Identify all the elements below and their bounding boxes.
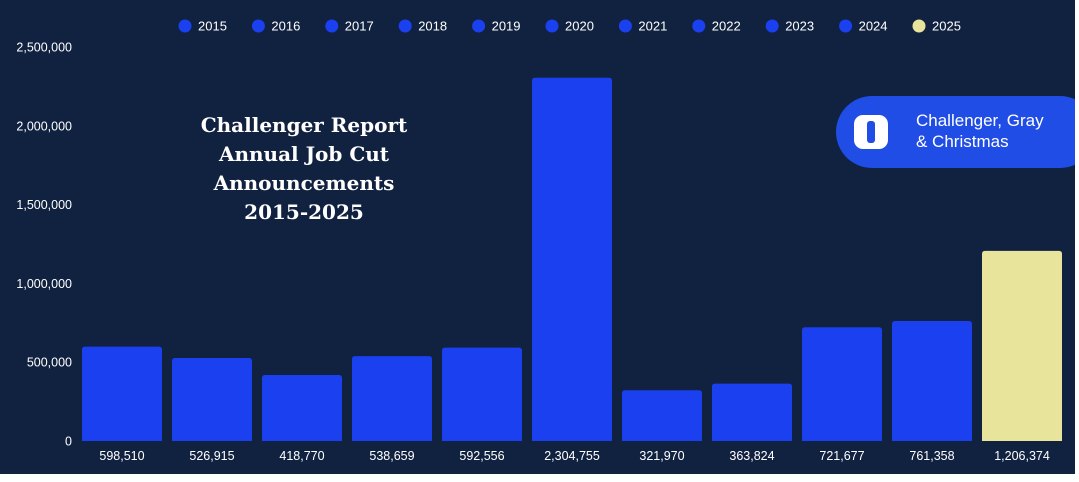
chart-title-line: Annual Job Cut (218, 142, 390, 166)
legend-swatch-2015 (178, 19, 192, 33)
chart-title: Challenger Report Annual Job Cut Announcem… (201, 113, 408, 224)
legend-label-2025: 2025 (932, 19, 961, 34)
legend-item-2017: 2017 (325, 19, 374, 34)
value-label-2016: 526,915 (189, 449, 234, 463)
legend-swatch-2020 (545, 19, 559, 33)
value-label-2022: 363,824 (729, 449, 774, 463)
legend-label-2020: 2020 (565, 19, 594, 34)
legend-item-2022: 2022 (692, 19, 741, 34)
legend-label-2015: 2015 (198, 19, 227, 34)
legend-swatch-2021 (618, 19, 632, 33)
value-label-2024: 761,358 (909, 449, 954, 463)
legend-item-2020: 2020 (545, 19, 594, 34)
legend-label-2019: 2019 (492, 19, 521, 34)
bar-2019 (442, 347, 522, 441)
value-label-2023: 721,677 (819, 449, 864, 463)
y-axis: 0 500,000 1,000,000 1,500,000 2,000,000 2,500… (16, 41, 72, 449)
bars (82, 77, 1062, 441)
legend-swatch-2022 (692, 19, 706, 33)
value-label-2025: 1,206,374 (994, 449, 1050, 463)
legend-item-2021: 2021 (618, 19, 667, 34)
logo-name-line1: Challenger, Gray (916, 111, 1044, 130)
value-label-2021: 321,970 (639, 449, 684, 463)
bar-2022 (712, 383, 792, 441)
value-labels: 598,510 526,915 418,770 538,659 592,556 2,304… (99, 449, 1049, 463)
value-label-2017: 418,770 (279, 449, 324, 463)
bar-2017 (262, 375, 342, 441)
chart-title-line: 2015-2025 (244, 200, 364, 224)
legend-item-2018: 2018 (398, 19, 447, 34)
legend-swatch-2017 (325, 19, 339, 33)
bar-2018 (352, 356, 432, 441)
legend-swatch-2023 (765, 19, 779, 33)
bar-chart: 2015 2016 2017 2018 2019 2020 2021 2022 2023 2024… (16, 19, 1062, 463)
legend-swatch-2024 (839, 19, 853, 33)
legend-swatch-2019 (472, 19, 486, 33)
legend-label-2023: 2023 (785, 19, 814, 34)
chart-title-line: Announcements (213, 171, 395, 195)
y-tick-label: 1,000,000 (16, 277, 72, 291)
bar-2024 (892, 321, 972, 441)
legend-item-2023: 2023 (765, 19, 814, 34)
bar-2020 (532, 77, 612, 441)
bar-2016 (172, 357, 252, 441)
value-label-2015: 598,510 (99, 449, 144, 463)
value-label-2018: 538,659 (369, 449, 414, 463)
legend-label-2021: 2021 (638, 19, 667, 34)
chart-frame: 2015 2016 2017 2018 2019 2020 2021 2022 2023 2024… (0, 0, 1075, 474)
logo-wordmark: Challenger, Gray & Christmas (916, 110, 1075, 152)
bar-2021 (622, 390, 702, 441)
legend-item-2019: 2019 (472, 19, 521, 34)
legend-label-2022: 2022 (712, 19, 741, 34)
legend-label-2016: 2016 (271, 19, 300, 34)
y-tick-label: 2,000,000 (16, 119, 72, 133)
logo-name-line2: & Christmas (916, 132, 1009, 151)
legend-label-2024: 2024 (859, 19, 888, 34)
y-tick-label: 500,000 (27, 356, 72, 370)
legend-item-2016: 2016 (251, 19, 300, 34)
challenger-logo-mark-icon (854, 115, 888, 149)
logo-badge: Challenger, Gray & Christmas (836, 96, 1075, 168)
y-tick-label: 1,500,000 (16, 198, 72, 212)
bar-2025 (982, 250, 1062, 441)
legend-label-2018: 2018 (418, 19, 447, 34)
legend-swatch-2016 (251, 19, 265, 33)
chart-legend: 2015 2016 2017 2018 2019 2020 2021 2022 2023 2024… (178, 19, 961, 34)
chart-title-line: Challenger Report (201, 113, 408, 137)
legend-swatch-2018 (398, 19, 412, 33)
legend-swatch-2025 (912, 19, 926, 33)
y-tick-label: 2,500,000 (16, 41, 72, 55)
y-tick-label: 0 (65, 435, 72, 449)
bar-2023 (802, 327, 882, 441)
legend-item-2025: 2025 (912, 19, 961, 34)
legend-item-2024: 2024 (839, 19, 888, 34)
value-label-2019: 592,556 (459, 449, 504, 463)
legend-item-2015: 2015 (178, 19, 227, 34)
bar-2015 (82, 346, 162, 441)
legend-label-2017: 2017 (345, 19, 374, 34)
value-label-2020: 2,304,755 (544, 449, 600, 463)
